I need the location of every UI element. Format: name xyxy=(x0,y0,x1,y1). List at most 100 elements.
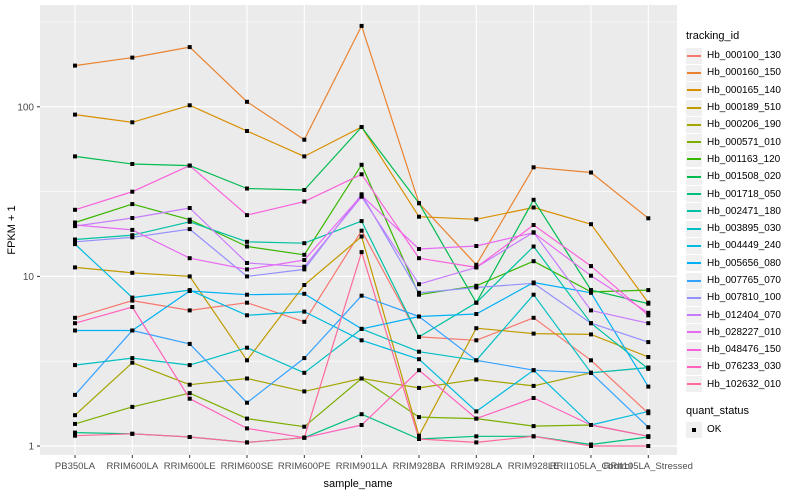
data-point xyxy=(531,315,536,320)
x-tick-label: RRIM600SE xyxy=(221,461,274,472)
data-point xyxy=(531,223,536,227)
data-point xyxy=(73,321,77,326)
legend-item: Hb_000160_150 xyxy=(686,64,798,81)
data-point xyxy=(187,256,192,261)
legend-key-line-swatch xyxy=(686,341,702,358)
data-point xyxy=(245,261,249,265)
data-point xyxy=(73,239,77,244)
data-point xyxy=(359,338,364,343)
data-point xyxy=(646,321,651,326)
data-point xyxy=(646,409,651,414)
legend-item: Hb_028227_010 xyxy=(686,324,798,341)
data-point xyxy=(531,292,536,297)
data-point xyxy=(531,197,536,202)
x-tick-label: RRIM928BA xyxy=(393,461,446,472)
data-point xyxy=(474,265,479,270)
data-point xyxy=(245,186,249,191)
data-point xyxy=(73,237,77,242)
data-point xyxy=(589,290,593,295)
data-point xyxy=(474,312,479,316)
legend-item: Hb_005656_080 xyxy=(686,255,798,272)
legend-item-label: Hb_004449_240 xyxy=(707,240,781,252)
data-point xyxy=(531,230,536,235)
x-tick-label: RRII105LA_Control xyxy=(550,461,632,472)
legend-item-label: Hb_076233_030 xyxy=(707,361,781,373)
legend-item-label: Hb_007810_100 xyxy=(707,292,781,304)
legend-item-label: Hb_005656_080 xyxy=(707,257,781,269)
data-point xyxy=(302,389,307,394)
data-point xyxy=(474,358,479,363)
data-point xyxy=(130,120,135,125)
y-axis-title: FPKM + 1 xyxy=(6,205,18,255)
data-point xyxy=(245,300,249,305)
data-point xyxy=(359,376,364,381)
data-point xyxy=(474,434,479,439)
data-point xyxy=(130,270,135,275)
data-point xyxy=(417,214,421,219)
series-color-line xyxy=(687,296,701,299)
data-point xyxy=(531,434,536,439)
legend-item-label: Hb_048476_150 xyxy=(707,344,781,356)
legend-item-label: Hb_000100_130 xyxy=(707,50,781,62)
data-point xyxy=(359,228,364,233)
data-point xyxy=(359,423,364,427)
panel-background xyxy=(40,5,677,455)
x-tick-label: RRIM901LA xyxy=(336,461,388,472)
data-point xyxy=(474,300,479,305)
quant-legend-item-label: OK xyxy=(707,424,722,436)
data-point xyxy=(130,55,135,60)
data-point xyxy=(589,370,593,375)
data-point xyxy=(130,216,135,220)
data-point xyxy=(589,264,593,269)
data-point xyxy=(187,363,192,368)
data-point xyxy=(130,356,135,361)
series-color-line xyxy=(687,244,701,247)
data-point xyxy=(531,368,536,373)
x-axis-title: sample_name xyxy=(323,478,393,490)
series-color-line xyxy=(687,365,701,368)
data-point xyxy=(589,444,593,448)
series-color-line xyxy=(687,383,701,386)
data-point xyxy=(130,202,135,207)
data-point xyxy=(359,250,364,255)
data-point xyxy=(531,205,536,210)
data-point xyxy=(646,355,651,359)
data-point xyxy=(73,392,77,397)
data-point xyxy=(245,400,249,405)
data-point xyxy=(130,305,135,309)
data-point xyxy=(302,283,307,287)
black-square-point-icon xyxy=(692,427,696,432)
legend-item: Hb_007765_070 xyxy=(686,272,798,289)
data-point xyxy=(531,396,536,400)
legend-key-line-swatch xyxy=(686,168,702,185)
legend-key-line-swatch xyxy=(686,289,702,306)
data-point xyxy=(646,444,651,448)
data-point xyxy=(73,265,77,270)
quant-legend-title: quant_status xyxy=(686,404,749,417)
data-point xyxy=(302,137,307,142)
legend-key-point-swatch xyxy=(686,421,702,438)
data-point xyxy=(187,396,192,401)
series-color-line xyxy=(687,227,701,230)
legend-item: Hb_001718_050 xyxy=(686,185,798,203)
data-point xyxy=(417,334,421,339)
data-point xyxy=(187,45,192,50)
data-point xyxy=(245,267,249,272)
legend-title: tracking_id xyxy=(686,30,740,42)
series-color-line xyxy=(687,331,701,334)
legend-key-line-swatch xyxy=(686,47,702,64)
data-point xyxy=(187,308,192,313)
data-point xyxy=(187,341,192,346)
data-point xyxy=(531,383,536,388)
series-color-line xyxy=(687,175,701,178)
data-point xyxy=(417,433,421,438)
legend-item-label: Hb_001718_050 xyxy=(707,188,781,200)
data-point xyxy=(187,391,192,396)
legend-item: Hb_102632_010 xyxy=(686,376,798,393)
data-point xyxy=(245,292,249,297)
x-tick-label: RRII105LA_Stressed xyxy=(604,461,693,472)
data-point xyxy=(187,435,192,439)
legend-item: Hb_001163_120 xyxy=(686,151,798,168)
data-point xyxy=(302,291,307,296)
